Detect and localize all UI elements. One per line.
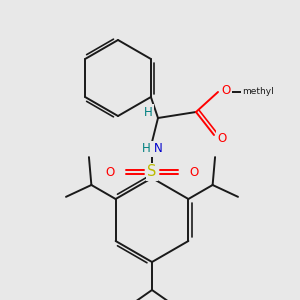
Text: H: H	[144, 106, 152, 118]
Text: O: O	[221, 83, 231, 97]
Text: O: O	[105, 166, 115, 178]
Text: S: S	[147, 164, 157, 179]
Text: O: O	[218, 131, 226, 145]
Text: methyl: methyl	[242, 86, 274, 95]
Text: H: H	[142, 142, 150, 155]
Text: N: N	[154, 142, 162, 155]
Text: O: O	[189, 166, 199, 178]
